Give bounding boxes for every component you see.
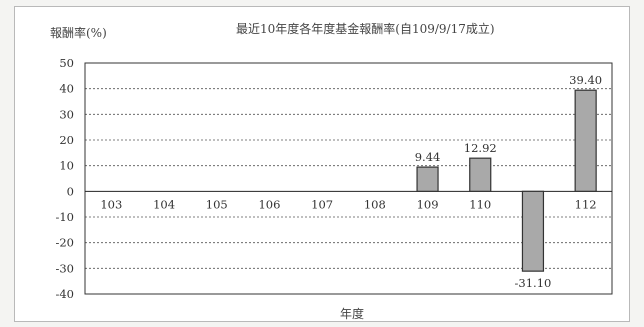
- y-tick-label: 40: [59, 82, 74, 96]
- x-tick-label: 110: [469, 197, 491, 211]
- x-tick-label: 108: [364, 197, 386, 211]
- y-tick-label: -10: [55, 210, 74, 224]
- y-tick-label: -40: [55, 287, 74, 301]
- x-tick-label: 109: [417, 197, 439, 211]
- y-tick-label: 50: [59, 56, 74, 70]
- x-tick-label: 104: [153, 197, 175, 211]
- bar: [521, 190, 545, 272]
- y-axis-title: 報酬率(%): [50, 26, 107, 40]
- x-tick-label: 105: [206, 197, 228, 211]
- plot-area: [84, 62, 613, 295]
- y-tick-label: 10: [59, 159, 74, 173]
- x-tick-label: 112: [575, 197, 597, 211]
- x-tick-label: 107: [311, 197, 333, 211]
- x-tick-label: 103: [100, 197, 122, 211]
- x-axis-title: 年度: [340, 307, 365, 321]
- x-tick-label: 106: [258, 197, 280, 211]
- y-tick-label: 0: [67, 184, 74, 198]
- y-tick-label: 30: [59, 107, 74, 121]
- data-label: 9.44: [415, 150, 441, 164]
- data-label: 12.92: [464, 141, 497, 155]
- bar: [469, 157, 492, 192]
- y-tick-label: 20: [59, 133, 74, 147]
- chart-title: 最近10年度各年度基金報酬率(自109/9/17成立): [236, 22, 495, 36]
- data-label: -31.10: [515, 276, 552, 290]
- y-tick-label: -30: [55, 261, 74, 275]
- data-label: 39.40: [569, 73, 602, 87]
- bar: [574, 89, 597, 192]
- bar: [416, 166, 439, 192]
- y-tick-label: -20: [55, 236, 74, 250]
